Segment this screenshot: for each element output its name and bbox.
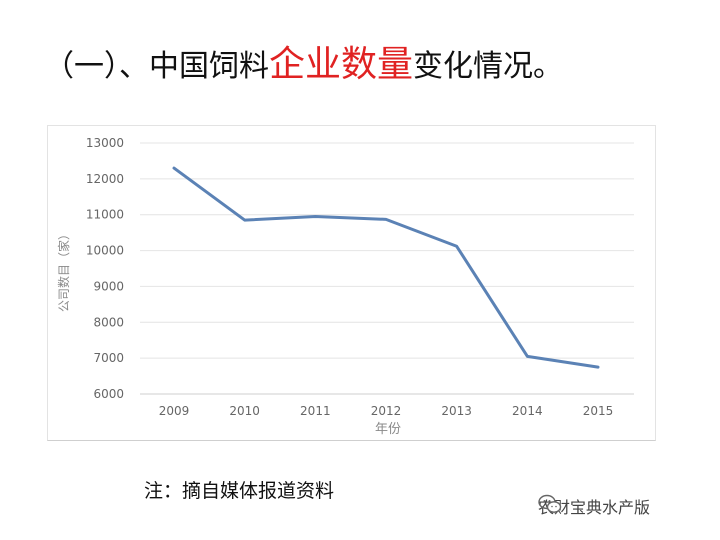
x-tick-label: 2014 [512, 404, 543, 418]
x-axis-label: 年份 [375, 422, 401, 437]
title-prefix: （一）、中国饲料 [44, 49, 269, 84]
y-tick-label: 6000 [93, 387, 124, 401]
x-tick-label: 2015 [583, 404, 614, 418]
x-tick-labels: 2009 2010 2011 2012 2013 2014 2015 [159, 404, 614, 418]
y-tick-label: 10000 [86, 244, 124, 258]
x-tick-label: 2010 [229, 404, 260, 418]
x-tick-label: 2012 [371, 404, 402, 418]
watermark-text: 农财宝典水产版 [538, 498, 651, 517]
y-axis-label: 公司数目（家） [56, 228, 71, 312]
x-tick-label: 2013 [441, 404, 472, 418]
y-tick-label: 11000 [86, 208, 124, 222]
series-line [172, 166, 600, 369]
x-tick-label: 2009 [159, 404, 190, 418]
title-highlight: 企业数量 [269, 44, 414, 85]
y-tick-label: 7000 [93, 351, 124, 365]
y-tick-label: 8000 [93, 315, 124, 329]
y-tick-label: 12000 [86, 172, 124, 186]
y-tick-label: 9000 [93, 279, 124, 293]
watermark: 农财宝典水产版 [538, 494, 650, 518]
y-tick-label: 13000 [86, 136, 124, 150]
x-tick-label: 2011 [300, 404, 331, 418]
page-title: （一）、中国饲料企业数量变化情况。 [44, 40, 563, 92]
gridlines [140, 142, 634, 395]
title-suffix: 变化情况。 [413, 49, 564, 84]
series-layer [172, 166, 600, 369]
y-tick-labels: 13000 12000 11000 10000 9000 8000 7000 6000 [86, 136, 124, 401]
chart-frame [47, 125, 656, 441]
wechat-icon [538, 494, 562, 513]
source-note: 注：摘自媒体报道资料 [144, 480, 335, 502]
